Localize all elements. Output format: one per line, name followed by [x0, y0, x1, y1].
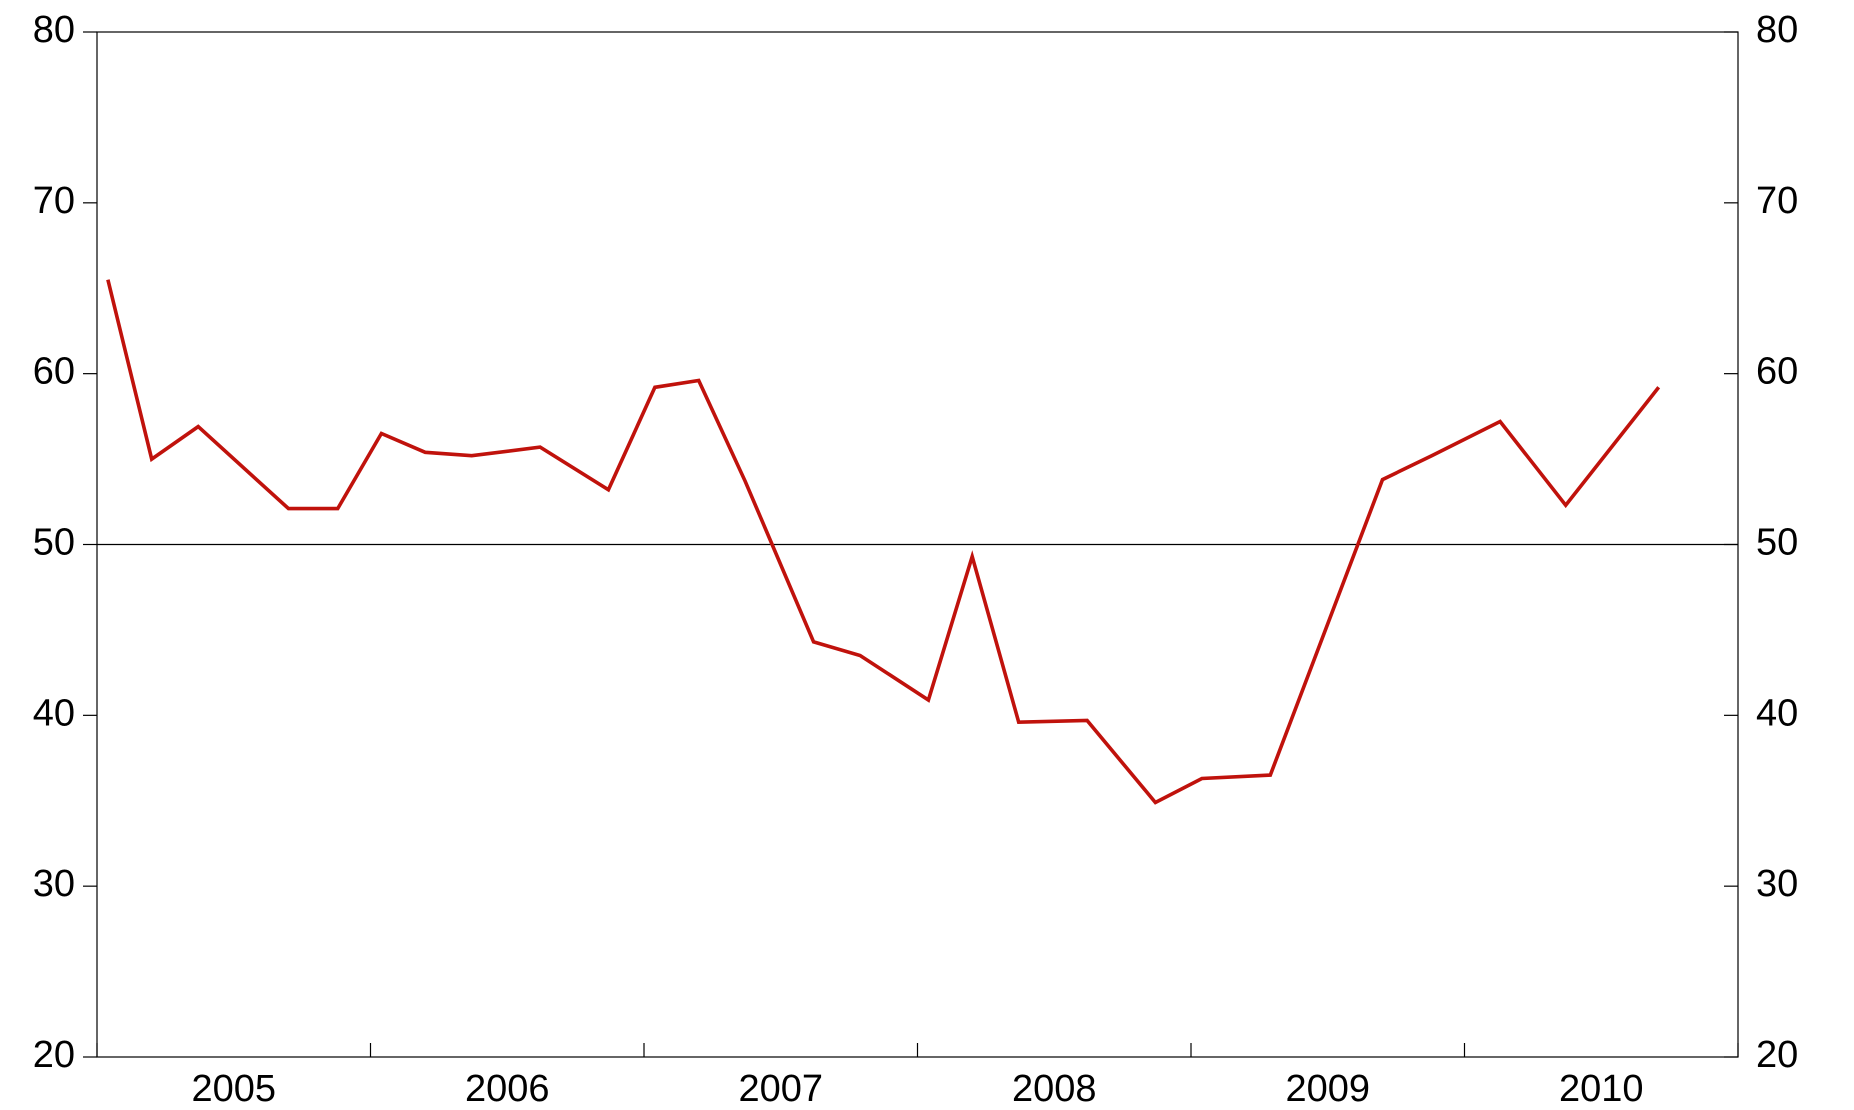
x-tick-label: 2008 — [1012, 1068, 1097, 1110]
x-tick-label: 2007 — [738, 1068, 823, 1110]
y2-tick-label: 50 — [1756, 522, 1798, 564]
y2-tick-label: 70 — [1756, 180, 1798, 222]
y2-tick-label: 20 — [1756, 1034, 1798, 1076]
y2-tick-label: 80 — [1756, 9, 1798, 51]
y-tick-label: 80 — [33, 9, 75, 51]
y-tick-label: 70 — [33, 180, 75, 222]
y-tick-label: 40 — [33, 692, 75, 734]
y2-tick-label: 30 — [1756, 863, 1798, 905]
series-line — [106, 279, 1661, 805]
x-tick-label: 2010 — [1559, 1068, 1644, 1110]
y-tick-label: 50 — [33, 522, 75, 564]
y2-tick-label: 60 — [1756, 351, 1798, 393]
x-tick-label: 2005 — [191, 1068, 276, 1110]
y-tick-label: 60 — [33, 351, 75, 393]
y-tick-label: 30 — [33, 863, 75, 905]
x-tick-label: 2009 — [1285, 1068, 1370, 1110]
y2-tick-label: 40 — [1756, 692, 1798, 734]
y-tick-label: 20 — [33, 1034, 75, 1076]
x-tick-label: 2006 — [465, 1068, 550, 1110]
